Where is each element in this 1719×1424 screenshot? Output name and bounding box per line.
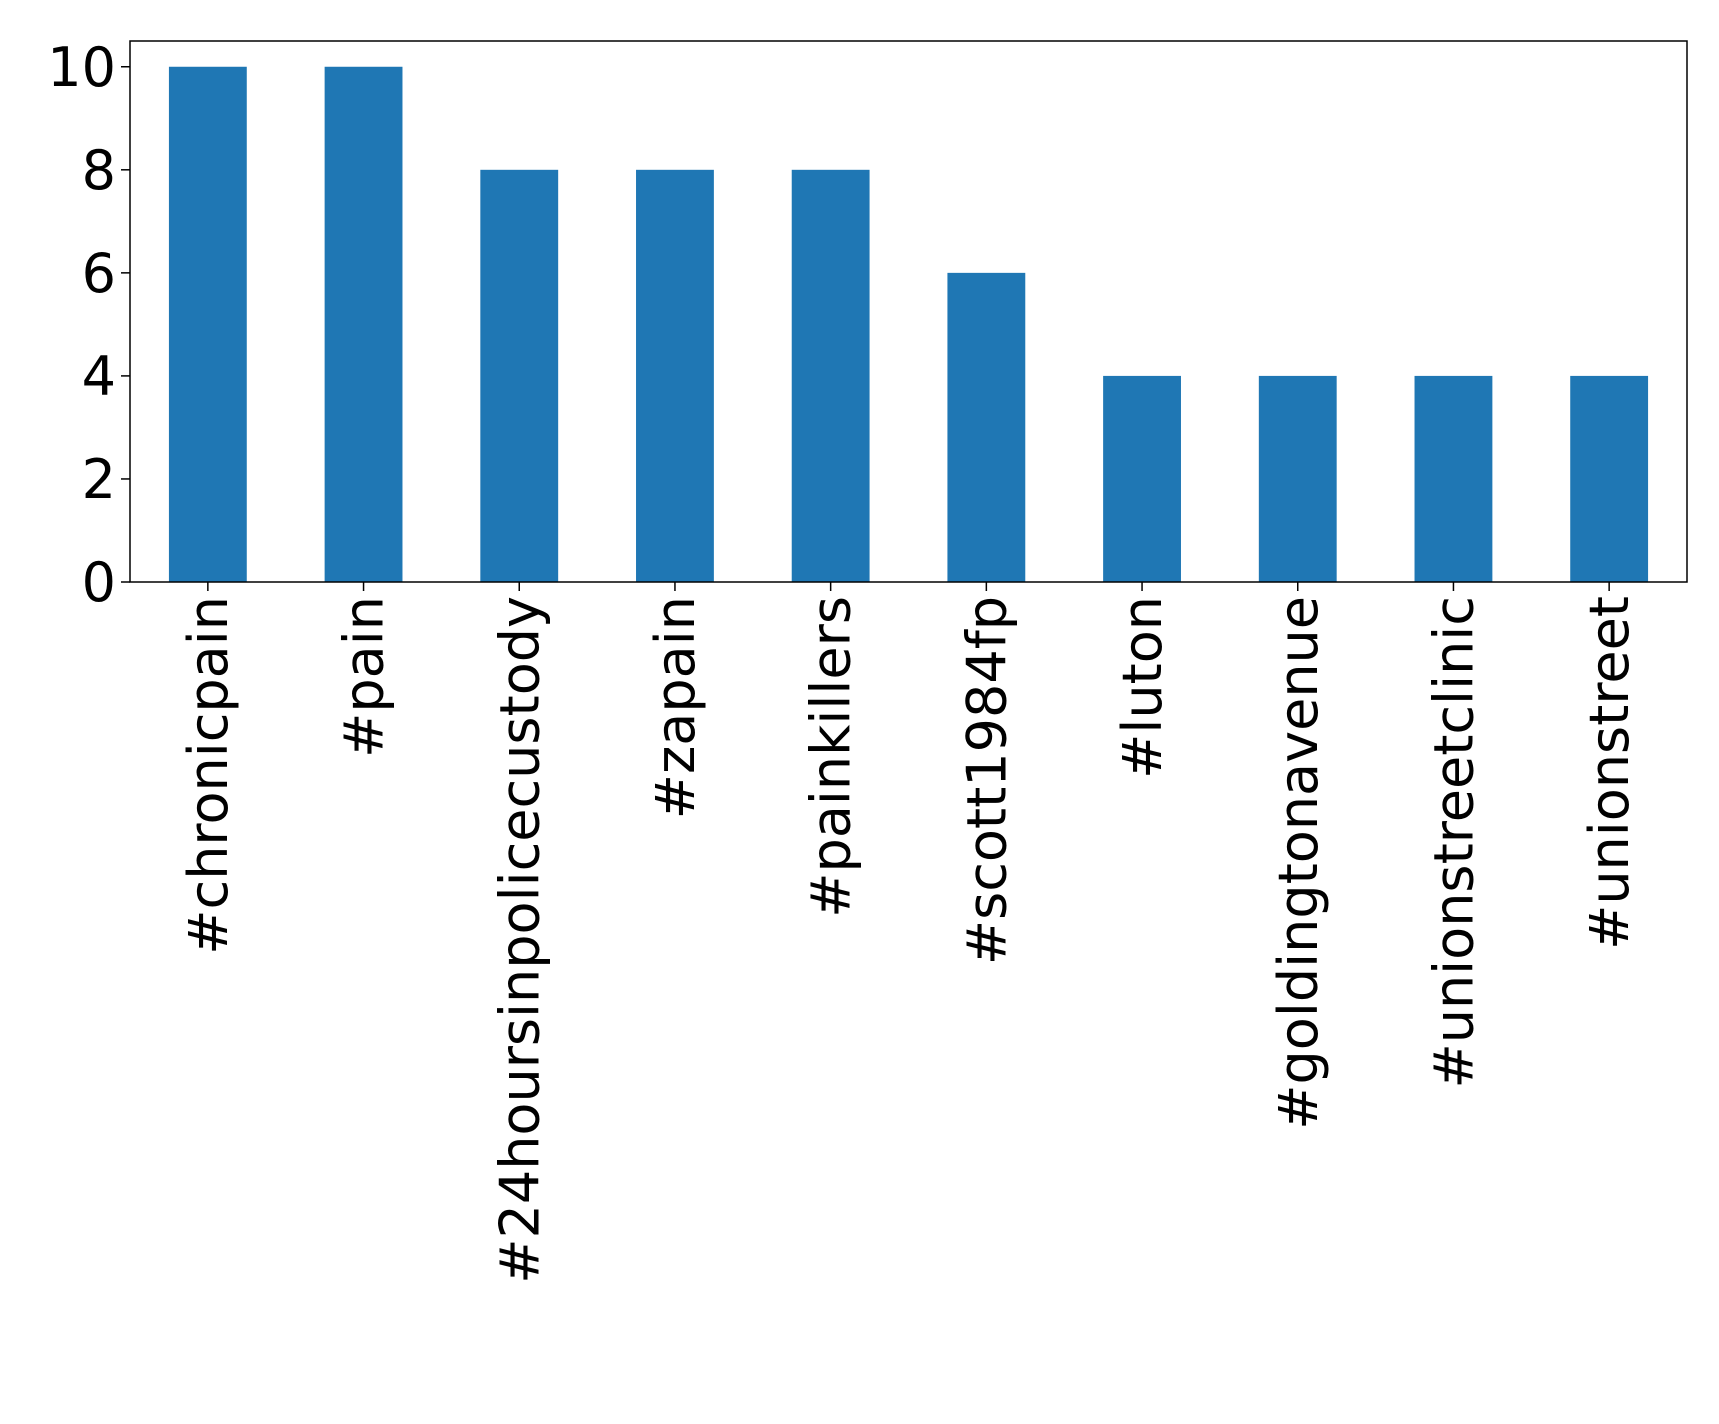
x-tick-label: #24hoursinpolicecustody	[488, 596, 551, 1284]
y-tick-label: 0	[82, 551, 116, 614]
bar	[791, 169, 870, 583]
bar	[636, 169, 714, 583]
y-tick-label: 4	[82, 345, 116, 408]
bar	[1570, 375, 1649, 582]
y-tick-label: 2	[82, 448, 116, 511]
y-tick-label: 8	[82, 139, 116, 202]
bar	[1103, 375, 1181, 582]
bar	[947, 272, 1026, 582]
y-tick-label: 10	[47, 36, 116, 99]
x-tick-label: #luton	[1111, 596, 1174, 779]
x-tick-label: #painkillers	[800, 596, 863, 918]
bar	[1258, 375, 1337, 582]
y-tick-label: 6	[82, 242, 116, 305]
plot-frame	[129, 40, 1688, 583]
bar	[480, 169, 559, 583]
x-tick-label: #chronicpain	[177, 596, 240, 955]
x-tick-label: #goldingtonavenue	[1267, 596, 1330, 1130]
x-tick-label: #unionstreet	[1578, 596, 1641, 950]
bar	[168, 66, 247, 582]
x-tick-label: #unionstreetclinic	[1422, 596, 1485, 1089]
x-tick-label: #scott1984fp	[955, 596, 1018, 965]
bar	[1414, 375, 1493, 582]
x-tick-label: #pain	[333, 596, 396, 758]
x-tick-label: #zapain	[644, 596, 707, 819]
bar	[324, 66, 403, 582]
